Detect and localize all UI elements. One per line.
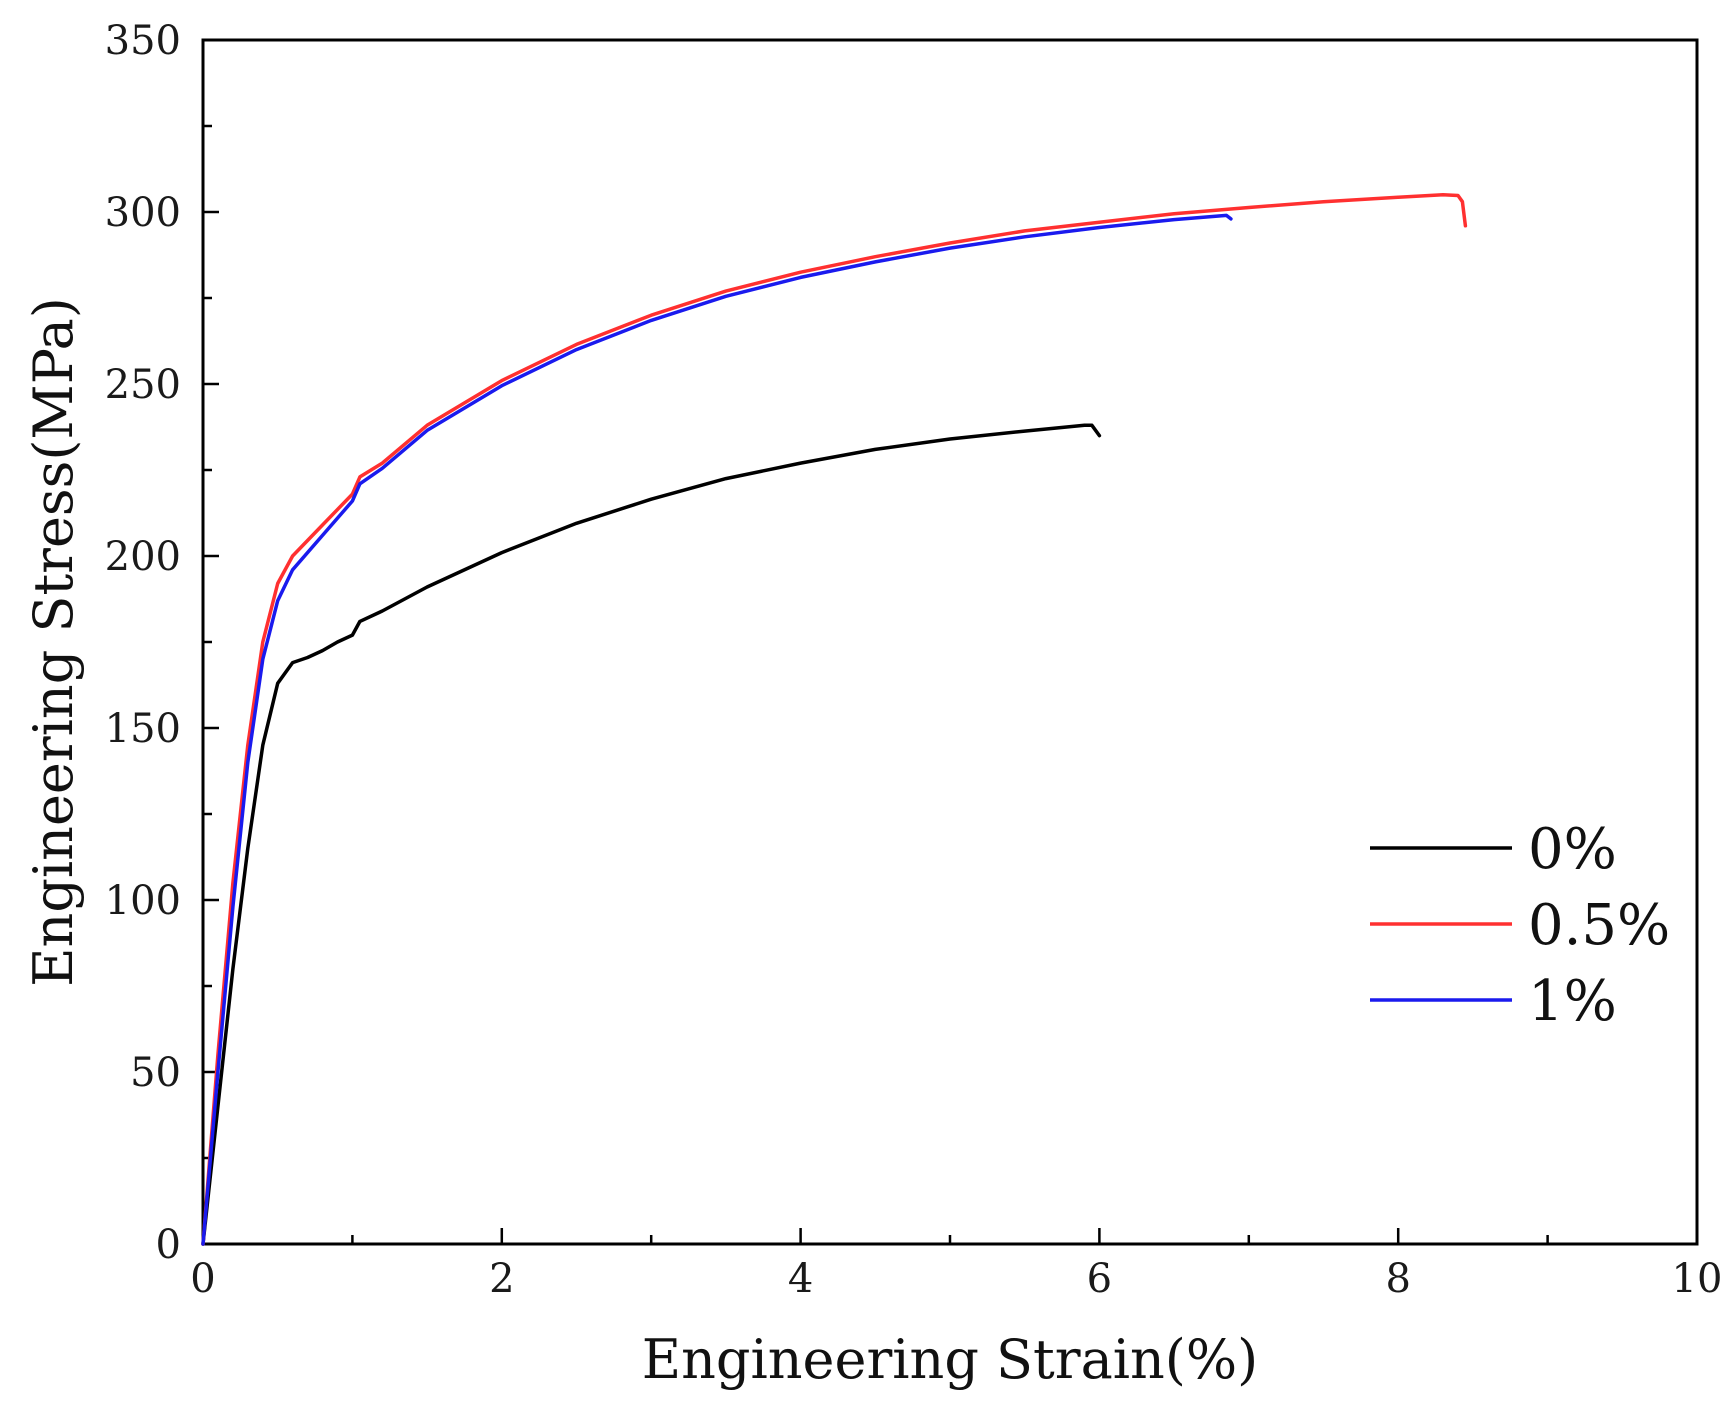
y-tick-label: 350	[105, 18, 181, 64]
series-line-3	[201, 213, 1233, 1246]
x-tick-label: 6	[1087, 1256, 1112, 1302]
x-tick-label: 0	[190, 1256, 215, 1302]
axis-ticks	[201, 38, 1699, 1246]
y-tick-label: 200	[105, 534, 181, 580]
legend-label: 0.5%	[1528, 893, 1670, 958]
y-tick-label: 300	[105, 190, 181, 236]
y-tick-label: 50	[130, 1050, 181, 1096]
legend-label: 0%	[1528, 817, 1617, 882]
legend-label: 1%	[1528, 969, 1617, 1034]
series-line-2	[201, 193, 1468, 1246]
plot-frame	[201, 38, 1699, 1246]
y-axis-title: Engineering Stress(MPa)	[22, 297, 85, 987]
series-line-1	[201, 423, 1102, 1246]
x-tick-label: 4	[788, 1256, 813, 1302]
y-tick-label: 250	[105, 362, 181, 408]
x-tick-label: 2	[489, 1256, 514, 1302]
x-axis-title: Engineering Strain(%)	[642, 1328, 1259, 1391]
series-lines	[201, 193, 1468, 1246]
y-tick-label: 100	[105, 878, 181, 924]
y-tick-label: 0	[156, 1222, 181, 1268]
x-tick-label: 10	[1672, 1256, 1723, 1302]
legend: 0% 0.5% 1%	[1370, 817, 1670, 1034]
y-tick-label: 150	[105, 706, 181, 752]
x-tick-label: 8	[1385, 1256, 1410, 1302]
